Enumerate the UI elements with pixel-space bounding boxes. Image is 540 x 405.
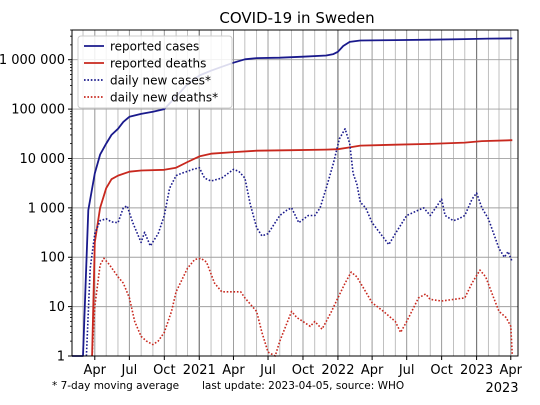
axis-ticks: Apr Jul Oct 2021 Apr Jul Oct 2022 Apr Jul Oct 2023 A… — [0, 29, 523, 378]
y-tick-label: 10 — [48, 300, 65, 315]
legend-label: daily new cases* — [110, 74, 211, 88]
y-tick-label: 100 — [40, 251, 65, 266]
x-tick-label: 2022 — [321, 363, 354, 378]
chart-title: COVID-19 in Sweden — [219, 9, 374, 27]
y-tick-label: 1 000 000 — [0, 53, 65, 68]
footnote-source: last update: 2023-04-05, source: WHO — [202, 380, 405, 392]
x-tick-label: 2021 — [183, 363, 216, 378]
series-line-reported-deaths — [91, 139, 513, 357]
legend-label: daily new deaths* — [110, 91, 218, 105]
legend-label: reported cases — [110, 40, 199, 54]
x-tick-label: Apr — [361, 363, 384, 378]
legend: reported cases reported deaths daily new c… — [77, 35, 233, 109]
series-line-daily-new-deaths — [91, 257, 514, 357]
x-axis-year-label: 2023 — [485, 381, 518, 396]
series-line-daily-new-cases — [85, 128, 514, 357]
x-tick-label: Jul — [121, 363, 138, 378]
x-tick-label: Apr — [84, 363, 107, 378]
y-tick-label: 1 000 — [28, 201, 65, 216]
legend-label: reported deaths — [110, 57, 206, 71]
x-tick-label: Jul — [259, 363, 276, 378]
x-tick-label: Jul — [398, 363, 415, 378]
x-tick-label: Oct — [153, 363, 175, 378]
y-tick-label: 1 — [57, 350, 65, 365]
x-tick-label: Oct — [430, 363, 452, 378]
y-tick-label: 100 000 — [11, 103, 65, 118]
legend-box — [77, 35, 233, 109]
footnote-moving-average: * 7-day moving average — [52, 380, 180, 392]
x-tick-label: Oct — [292, 363, 314, 378]
x-tick-label: Apr — [222, 363, 245, 378]
x-tick-label: Apr — [500, 363, 523, 378]
y-tick-label: 10 000 — [20, 152, 66, 167]
x-tick-label: 2023 — [460, 363, 493, 378]
